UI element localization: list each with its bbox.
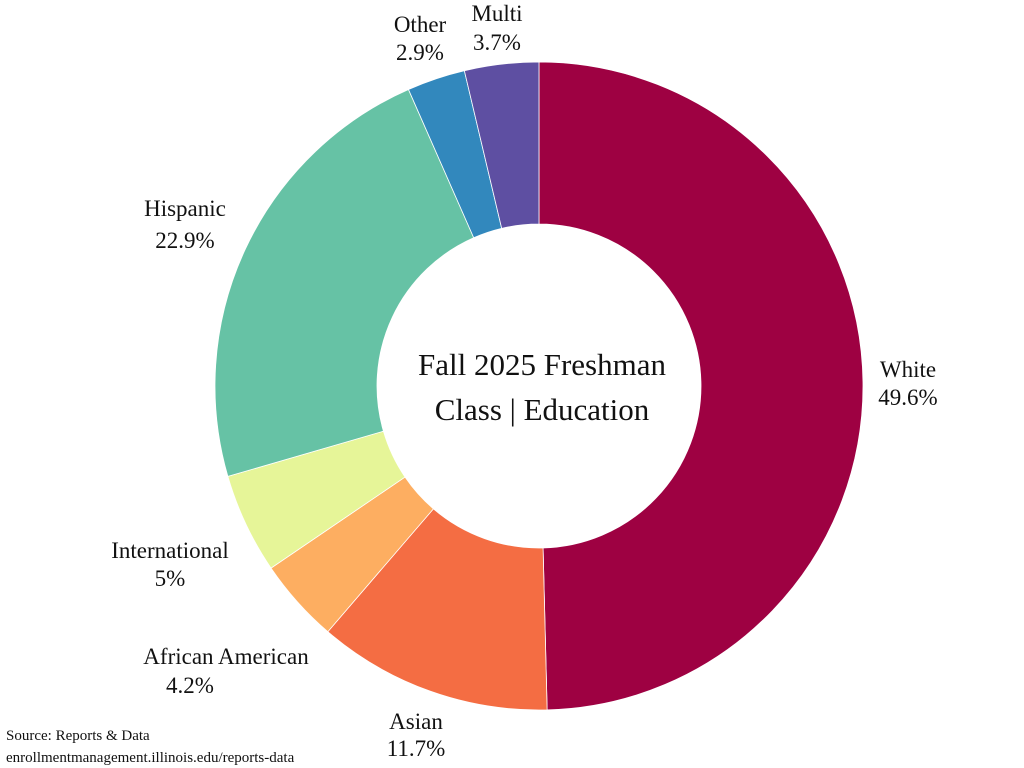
- slice-value-asian: 11.7%: [387, 736, 446, 761]
- slice-value-other: 2.9%: [396, 40, 444, 65]
- slice-label-hispanic: Hispanic: [144, 196, 226, 221]
- slice-label-white: White: [880, 357, 936, 382]
- slice-label-international: International: [111, 538, 229, 563]
- slice-white: [538, 61, 864, 711]
- slice-value-african-american: 4.2%: [166, 673, 214, 698]
- source-url: enrollmentmanagement.illinois.edu/report…: [6, 750, 295, 766]
- slice-label-other: Other: [394, 12, 447, 37]
- slice-label-multi: Multi: [471, 1, 522, 26]
- slice-label-asian: Asian: [389, 709, 443, 734]
- slice-value-white: 49.6%: [878, 385, 937, 410]
- slice-label-african-american: African American: [143, 644, 309, 669]
- slice-value-hispanic: 22.9%: [155, 228, 214, 253]
- source-text: Source: Reports & Data: [6, 728, 150, 744]
- slice-hispanic: [214, 88, 475, 477]
- slice-value-multi: 3.7%: [473, 30, 521, 55]
- slice-value-international: 5%: [155, 566, 186, 591]
- chart-title-line-2: Class | Education: [435, 392, 650, 427]
- slice-multi: [463, 61, 540, 229]
- donut-slices: [214, 61, 864, 711]
- chart-title-line-1: Fall 2025 Freshman: [418, 347, 666, 382]
